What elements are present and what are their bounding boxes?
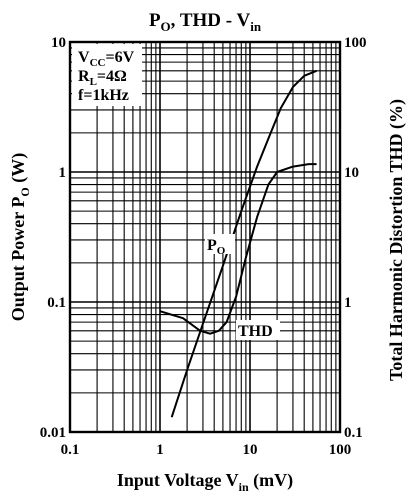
x-tick-label: 10 bbox=[243, 442, 258, 458]
y-right-axis-label: Total Harmonic Distortion THD (%) bbox=[386, 99, 407, 381]
y-left-axis-label: Output Power PO (W) bbox=[8, 153, 32, 322]
x-tick-label: 1 bbox=[156, 442, 164, 458]
y-right-tick-label: 10 bbox=[344, 165, 359, 181]
y-left-tick-label: 0.01 bbox=[40, 425, 66, 441]
x-axis-label: Input Voltage Vin (mV) bbox=[117, 470, 293, 494]
series-line-po bbox=[170, 69, 317, 418]
condition-rl: RL=4Ω bbox=[78, 68, 127, 88]
conditions-box-bg bbox=[72, 44, 142, 106]
chart-title: PO, THD - Vin bbox=[149, 10, 262, 34]
x-tick-label: 0.1 bbox=[61, 442, 80, 458]
series-line-thd bbox=[159, 163, 317, 335]
series-label-po: PO bbox=[207, 237, 226, 257]
plot-frame bbox=[68, 40, 342, 434]
y-left-tick-label: 10 bbox=[51, 35, 66, 51]
y-left-tick-label: 0.1 bbox=[47, 295, 66, 311]
y-right-tick-label: 100 bbox=[344, 35, 367, 51]
condition-vcc: VCC=6V bbox=[78, 49, 135, 69]
series-label-thd: THD bbox=[238, 323, 273, 340]
y-right-tick-label: 0.1 bbox=[344, 425, 363, 441]
condition-f: f=1kHz bbox=[78, 87, 129, 104]
po-label-bg bbox=[205, 234, 235, 254]
y-right-tick-label: 1 bbox=[344, 295, 352, 311]
x-tick-label: 100 bbox=[329, 442, 352, 458]
thd-label-bg bbox=[236, 320, 280, 340]
curves bbox=[159, 69, 317, 418]
y-left-tick-label: 1 bbox=[59, 165, 67, 181]
